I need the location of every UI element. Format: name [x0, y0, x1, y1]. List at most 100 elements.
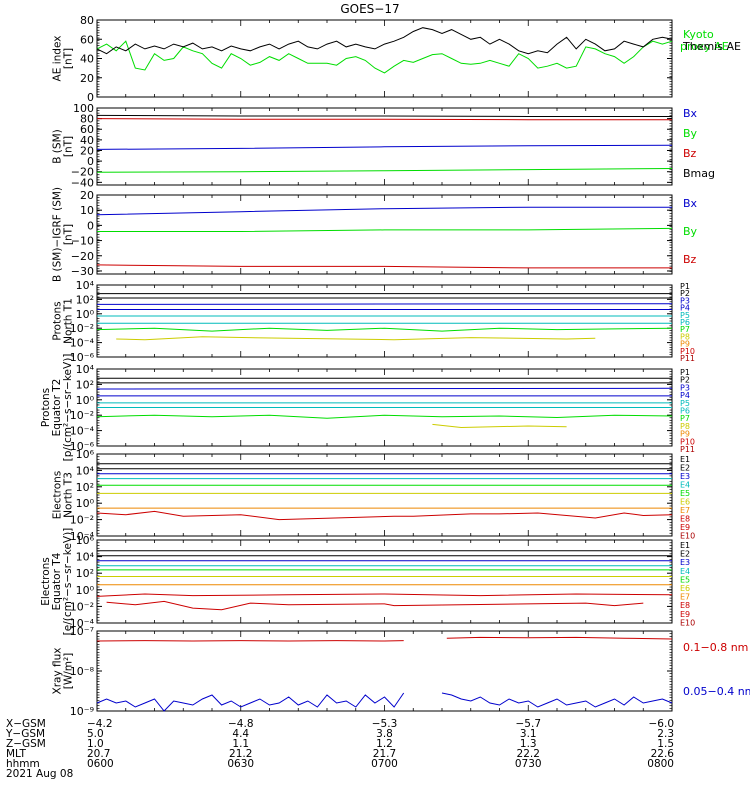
legend-entry: E4 — [680, 567, 690, 576]
panel-xray: 10⁻⁷ 10⁻⁸ 10⁻⁹ Xray flux [W/m²] 0.1−0.8 nm 0.0… — [52, 625, 750, 718]
panel-frame — [96, 453, 673, 537]
y-tick-label: 0 — [87, 219, 94, 232]
series-line-e8 — [96, 593, 673, 597]
legend-entry: E3 — [680, 472, 690, 481]
y-tick-label: 60 — [80, 33, 94, 46]
series-line-bz — [96, 264, 672, 269]
x-row-label: Z−GSM — [6, 738, 46, 750]
legend-entry: E6 — [680, 584, 690, 593]
y-tick-label: 80 — [80, 14, 94, 27]
legend-entry: E3 — [680, 558, 690, 567]
x-tick-value: 1.5 — [657, 738, 674, 750]
y-tick-label: 0 — [87, 91, 94, 104]
series-line-e8 — [96, 510, 673, 521]
x-tick-value: 22.6 — [651, 748, 675, 760]
panel-frame — [96, 539, 673, 624]
y-tick-label: 10⁴ — [76, 279, 95, 292]
legend-entry: P3 — [680, 296, 690, 305]
y-axis-label: [W/m²] — [63, 653, 75, 690]
legend-entry: P10 — [680, 437, 695, 446]
y-tick-label: 10⁻⁸ — [70, 665, 95, 678]
y-tick-label: −10 — [71, 235, 94, 248]
legend-entry: P1 — [680, 282, 690, 291]
y-tick-label: 10⁻⁹ — [70, 705, 94, 718]
y-tick-label: 10⁶ — [76, 448, 95, 461]
x-tick-value: −4.2 — [87, 718, 113, 730]
y-axis-label: North T1 — [63, 298, 75, 344]
y-tick-label: 40 — [80, 134, 94, 147]
panel-frame — [96, 630, 673, 712]
series-line-bz — [96, 118, 672, 121]
y-tick-label: 10⁻² — [70, 322, 94, 335]
series-line-0-05-0-4-nm — [96, 692, 673, 712]
legend-entry: E7 — [680, 506, 690, 515]
legend-entry: P4 — [680, 304, 690, 313]
x-tick-value: 0700 — [371, 758, 398, 770]
x-row-label: 2021 Aug 08 — [6, 768, 73, 780]
legend-entry: P9 — [680, 340, 690, 349]
y-tick-label: −30 — [71, 265, 94, 278]
y-tick-label: 80 — [80, 113, 94, 126]
x-tick-value: −5.3 — [372, 718, 398, 730]
legend-entry: E8 — [680, 601, 690, 610]
x-tick-value: −6.0 — [649, 718, 675, 730]
y-tick-label: 10² — [76, 567, 94, 580]
panel-frame — [96, 19, 673, 98]
y-tick-label: 10⁰ — [76, 497, 95, 510]
legend-entry: Bmag — [683, 167, 715, 180]
y-tick-label: 10⁶ — [76, 534, 95, 547]
y-axis-label: Electrons — [52, 471, 64, 520]
y-axis-label: [p/(cm²−s−sr−keV)] — [62, 354, 74, 462]
y-axis-label: [nT] — [63, 48, 75, 69]
y-axis-label: B (SM)−IGRF (SM) — [52, 187, 64, 282]
legend: Bx By Bz — [683, 197, 698, 266]
y-tick-label: 100 — [73, 102, 94, 115]
series-line-p7 — [96, 414, 673, 419]
y-tick-label: 10² — [76, 481, 94, 494]
legend-entry: E2 — [680, 464, 690, 473]
y-axis-label: Equator T4 — [51, 552, 63, 610]
y-tick-label: 10⁴ — [76, 464, 95, 477]
series-line-p8 — [116, 336, 596, 341]
series-line-p3 — [96, 303, 673, 305]
x-tick-value: 1.2 — [376, 738, 393, 750]
legend-entry: P1 — [680, 368, 690, 377]
x-tick-value: 21.7 — [373, 748, 396, 760]
legend-entry: P7 — [680, 325, 690, 334]
series-line-by — [96, 168, 673, 173]
y-tick-label: 10² — [76, 293, 94, 306]
y-tick-label: −20 — [71, 250, 94, 263]
x-tick-value: 4.4 — [232, 728, 249, 740]
legend-entry: E5 — [680, 489, 690, 498]
legend: Bx By Bz Bmag — [683, 107, 715, 180]
legend-entry: P8 — [680, 422, 690, 431]
legend-entry: E5 — [680, 575, 690, 584]
x-tick-value: 0800 — [647, 758, 674, 770]
y-tick-label: 10⁰ — [76, 394, 95, 407]
x-tick-value: 2.3 — [657, 728, 674, 740]
y-tick-label: 10⁻⁶ — [70, 440, 95, 453]
y-axis-label: Xray flux — [52, 648, 64, 695]
series-line-bx — [96, 206, 672, 216]
legend-entry: E4 — [680, 481, 690, 490]
legend-entry: Bz — [683, 253, 697, 266]
legend-entry: P5 — [680, 399, 690, 408]
x-tick-value: 1.1 — [232, 738, 249, 750]
y-tick-label: 10⁻⁷ — [70, 625, 94, 638]
x-tick-value: 20.7 — [87, 748, 110, 760]
x-row-label: hhmm — [6, 758, 40, 770]
x-tick-value: −5.7 — [516, 718, 542, 730]
legend-entry: P8 — [680, 332, 690, 341]
y-axis-label: [nT] — [63, 136, 75, 157]
x-tick-value: 0730 — [515, 758, 542, 770]
y-tick-label: 20 — [80, 72, 94, 85]
legend-entry: E8 — [680, 515, 690, 524]
legend-entry: P4 — [680, 391, 690, 400]
